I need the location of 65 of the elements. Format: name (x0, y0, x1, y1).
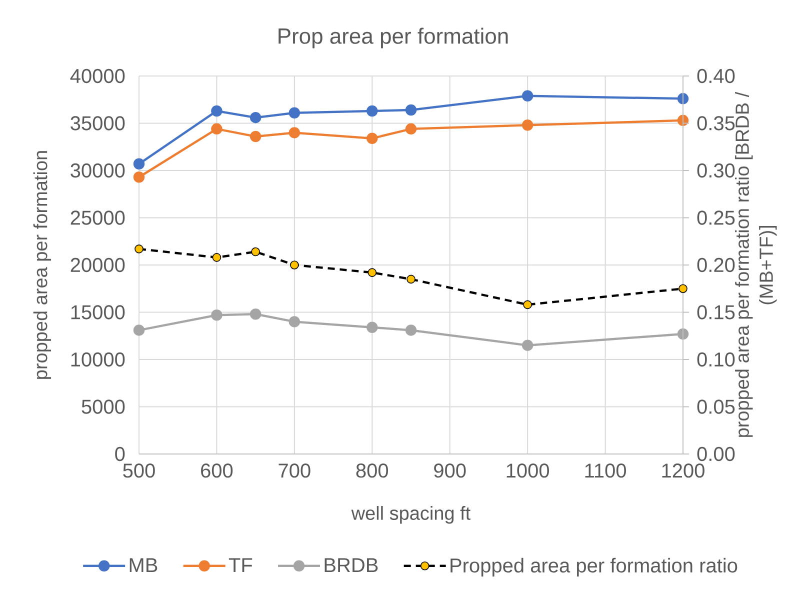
x-tick-label: 900 (434, 464, 466, 478)
y-axis-title: propped area per formation (33, 151, 52, 379)
point (522, 120, 534, 131)
y-tick-label: 15000 (71, 305, 125, 320)
point (522, 90, 534, 102)
point (133, 158, 145, 170)
point (522, 340, 534, 351)
y2-tick-label: 0.40 (697, 68, 735, 84)
y2-tick-label: 0.10 (697, 352, 735, 367)
point (212, 253, 222, 262)
y-tick-label: 25000 (70, 210, 125, 225)
chart-title: Prop area per formation (278, 28, 508, 48)
y2-tick-label: 0.20 (697, 258, 735, 272)
x-tick-label: 600 (201, 464, 233, 478)
point (677, 328, 689, 340)
point (366, 105, 378, 117)
point (250, 130, 262, 142)
x-tick-label: 1100 (585, 464, 626, 478)
y2-tick-label: 0.35 (697, 116, 735, 130)
legend-label: TF (228, 558, 252, 572)
point (211, 105, 222, 117)
y-tick-label: 40000 (70, 68, 125, 84)
point (405, 104, 417, 116)
x-tick-label: 500 (123, 464, 155, 478)
point (523, 300, 532, 310)
legend-label: MB (130, 558, 158, 572)
point (288, 316, 300, 328)
y-tick-label: 10000 (71, 352, 125, 367)
point (211, 123, 222, 135)
y2-tick-label: 0.30 (697, 163, 735, 178)
y2-tick-label: 0.00 (697, 446, 735, 462)
x-tick-label: 700 (278, 464, 310, 478)
point (250, 308, 262, 320)
y2-tick-label: 0.05 (697, 400, 735, 414)
point (677, 93, 689, 104)
point (251, 247, 260, 256)
point (211, 309, 222, 321)
legend-label: Propped area per formation ratio (450, 558, 738, 577)
point (288, 107, 300, 118)
point (288, 127, 300, 138)
point (366, 132, 378, 144)
x-axis-title: well spacing ft (351, 506, 470, 524)
y2-tick-label: 0.25 (697, 210, 735, 225)
point (366, 322, 378, 333)
y-tick-label: 0 (115, 446, 125, 462)
point (133, 324, 145, 336)
point (405, 324, 417, 336)
point (405, 123, 417, 135)
point (290, 260, 299, 270)
y2-axis-title: propped area per formation ratio [BRDB / (MB+TF)] (735, 92, 777, 437)
y2-tick-label: 0.15 (697, 305, 735, 320)
y-tick-label: 20000 (70, 258, 125, 272)
point (133, 171, 145, 183)
y-tick-label: 5000 (82, 400, 125, 414)
x-tick-label: 1000 (506, 464, 550, 478)
y-tick-label: 35000 (70, 116, 125, 130)
point (134, 244, 144, 254)
point (250, 112, 262, 124)
point (368, 268, 377, 277)
x-tick-label: 800 (356, 464, 388, 478)
point (406, 274, 416, 284)
legend-label: BRDB (324, 558, 378, 572)
point (678, 284, 688, 294)
x-tick-label: 1200 (662, 464, 704, 478)
y-tick-label: 30000 (70, 163, 125, 178)
